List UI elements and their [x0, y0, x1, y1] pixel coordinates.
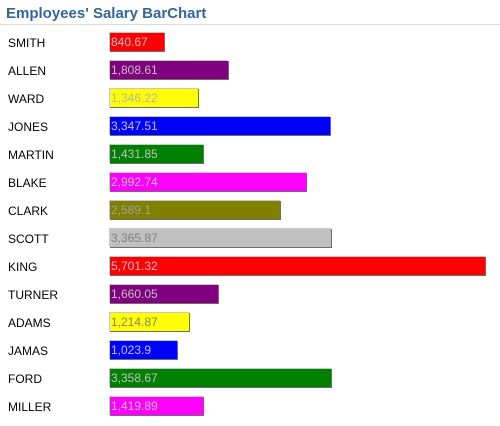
employee-name-label: FORD	[8, 372, 42, 386]
bar-row: MARTIN 1,431.85	[0, 140, 500, 168]
bar-row: ADAMS 1,214.87	[0, 308, 500, 336]
title-divider	[0, 24, 500, 25]
employee-name-label: SCOTT	[8, 232, 49, 246]
employee-name-label: TURNER	[8, 288, 58, 302]
employee-name-label: JAMAS	[8, 344, 49, 358]
bar-row: ALLEN 1,808.61	[0, 56, 500, 84]
employee-name-label: KING	[8, 260, 38, 274]
bar-row: MILLER 1,419.89	[0, 392, 500, 420]
chart-title: Employees' Salary BarChart	[6, 5, 207, 22]
bar-row: KING 5,701.32	[0, 252, 500, 280]
employee-name-label: MARTIN	[8, 148, 54, 162]
salary-bar	[109, 340, 177, 359]
bar-chart: SMITH 840.67 ALLEN 1,808.61 WARD 1,346.22 JONE…	[0, 28, 500, 420]
employee-name-label: ADAMS	[8, 316, 51, 330]
salary-bar	[109, 32, 164, 51]
salary-bar	[109, 396, 203, 415]
bar-row: FORD 3,358.67	[0, 364, 500, 392]
bar-row: BLAKE 2,992.74	[0, 168, 500, 196]
employee-name-label: JONES	[8, 120, 49, 134]
salary-bar	[109, 256, 485, 275]
bar-row: TURNER 1,660.05	[0, 280, 500, 308]
salary-bar	[109, 172, 306, 191]
bar-row: CLARK 2,589.1	[0, 196, 500, 224]
employee-name-label: ALLEN	[8, 64, 47, 78]
salary-bar	[109, 368, 331, 387]
employee-name-label: MILLER	[8, 400, 52, 414]
salary-bar	[109, 144, 203, 163]
salary-bar	[109, 200, 280, 219]
bar-row: JAMAS 1,023.9	[0, 336, 500, 364]
salary-bar	[109, 60, 228, 79]
salary-bar	[109, 228, 331, 247]
bar-row: SMITH 840.67	[0, 28, 500, 56]
bar-row: WARD 1,346.22	[0, 84, 500, 112]
bar-row: JONES 3,347.51	[0, 112, 500, 140]
employee-name-label: CLARK	[8, 204, 49, 218]
employee-name-label: BLAKE	[8, 176, 47, 190]
salary-bar	[109, 88, 198, 107]
salary-bar	[109, 116, 330, 135]
bar-row: SCOTT 3,365.87	[0, 224, 500, 252]
salary-bar	[109, 312, 189, 331]
employee-name-label: WARD	[8, 92, 45, 106]
salary-bar	[109, 284, 218, 303]
employee-name-label: SMITH	[8, 36, 46, 50]
